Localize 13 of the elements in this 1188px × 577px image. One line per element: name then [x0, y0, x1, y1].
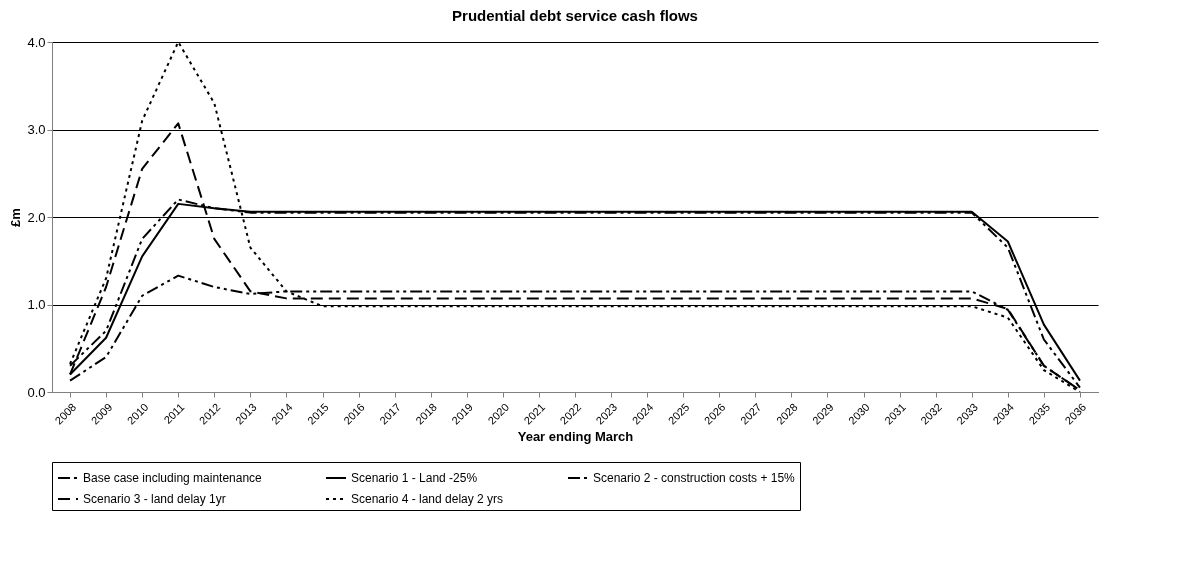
y-tick-label: 4.0: [27, 34, 46, 50]
y-tick-label: 1.0: [27, 297, 46, 312]
y-tick-label: 0.0: [27, 384, 46, 400]
legend-label: Base case including maintenance: [83, 471, 263, 485]
legend-label: Scenario 4 - land delay 2 yrs: [351, 492, 504, 506]
legend-label: Scenario 2 - construction costs + 15%: [593, 471, 796, 485]
y-axis-title: £m: [8, 208, 24, 227]
y-tick-label: 3.0: [27, 122, 46, 137]
chart-title: Prudential debt service cash flows: [452, 7, 698, 24]
x-axis-title: Year ending March: [517, 428, 634, 444]
y-tick-label: 2.0: [27, 209, 46, 225]
legend-label: Scenario 1 - Land -25%: [351, 471, 478, 485]
legend-label: Scenario 3 - land delay 1yr: [83, 492, 226, 506]
